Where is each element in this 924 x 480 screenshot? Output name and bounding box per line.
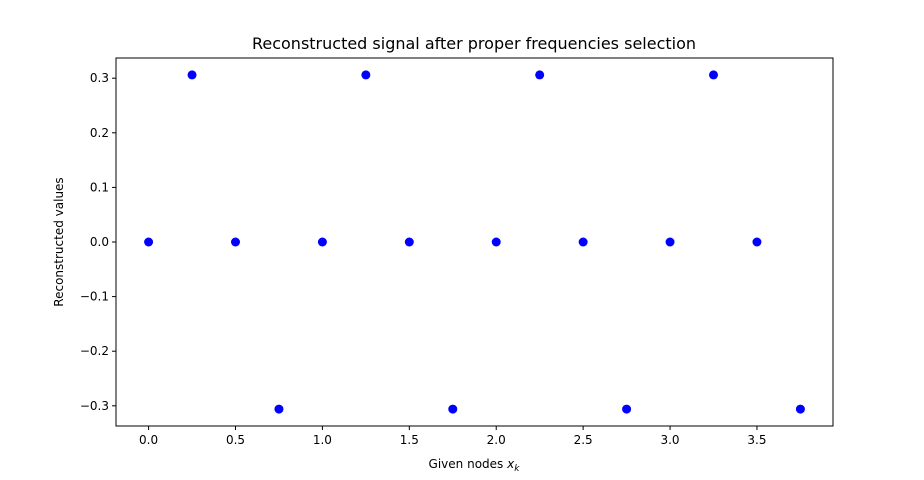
data-point — [144, 237, 154, 247]
axes-frame — [115, 57, 834, 427]
data-point — [535, 70, 545, 80]
x-axis-label-variable: x — [506, 457, 515, 471]
data-point — [274, 404, 284, 414]
data-point — [231, 237, 240, 247]
y-tick-label: −0.2 — [80, 344, 109, 358]
y-tick-label: 0.3 — [90, 71, 109, 85]
plot-area — [115, 57, 834, 427]
x-tick-label: 0.5 — [226, 433, 245, 447]
data-point — [187, 70, 197, 80]
x-tick-label: 2.5 — [574, 433, 593, 447]
data-point — [795, 404, 805, 414]
data-point — [578, 237, 588, 247]
x-tick-label: 1.5 — [400, 433, 419, 447]
x-tick-label: 0.0 — [139, 433, 158, 447]
y-tick-label: 0.1 — [90, 180, 109, 194]
x-axis-ticks: 0.0 0.5 1.0 1.5 2.0 2.5 3.0 3.5 — [139, 426, 767, 447]
data-point — [709, 70, 718, 80]
data-point — [317, 237, 327, 247]
y-tick-label: −0.1 — [80, 290, 109, 304]
x-tick-label: 3.0 — [660, 433, 679, 447]
x-tick-label: 1.0 — [313, 433, 332, 447]
y-tick-label: 0.0 — [90, 235, 109, 249]
data-point — [404, 237, 414, 247]
data-point — [622, 404, 632, 414]
data-point — [491, 237, 501, 247]
data-point — [665, 237, 675, 247]
data-point — [752, 237, 762, 247]
y-axis-label: Reconstructed values — [52, 177, 66, 306]
data-points — [144, 70, 805, 414]
data-point — [448, 404, 458, 414]
y-tick-label: 0.2 — [90, 126, 109, 140]
x-axis-label: Given nodes xk — [429, 457, 521, 474]
y-axis-ticks: −0.3 −0.2 −0.1 0.0 0.1 0.2 0.3 — [80, 71, 116, 413]
x-tick-label: 2.0 — [487, 433, 506, 447]
x-tick-label: 3.5 — [747, 433, 766, 447]
y-tick-label: −0.3 — [80, 399, 109, 413]
data-point — [361, 70, 371, 80]
chart-title: Reconstructed signal after proper freque… — [252, 34, 696, 53]
x-axis-label-text: Given nodes — [429, 457, 508, 471]
x-axis-label-subscript: k — [514, 464, 520, 474]
